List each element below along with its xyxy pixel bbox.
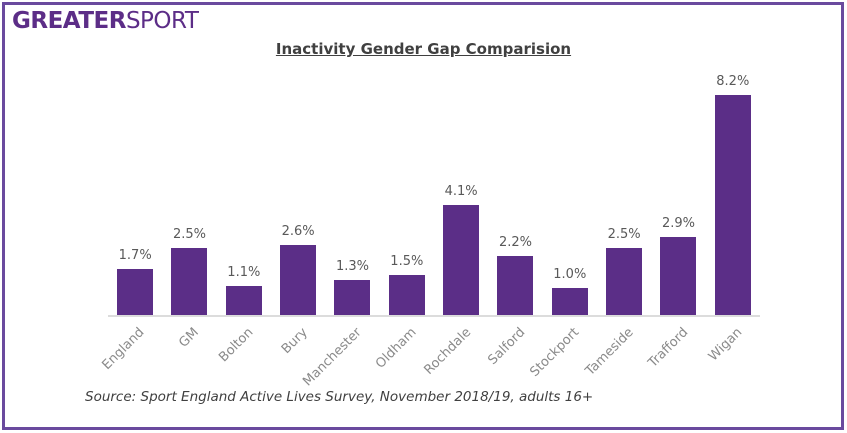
bar-value-label: 2.9%	[661, 216, 695, 231]
category-label-text: Wigan	[706, 325, 746, 365]
bar	[497, 256, 534, 315]
bar	[334, 280, 371, 315]
bar	[225, 286, 262, 315]
bar-value-label: 2.5%	[172, 227, 206, 242]
bar	[388, 275, 425, 315]
chart-title: Inactivity Gender Gap Comparision	[275, 40, 572, 58]
bar	[551, 288, 588, 315]
bar	[280, 245, 317, 315]
bar	[443, 205, 480, 315]
bar	[171, 248, 208, 315]
bar	[606, 248, 643, 315]
bar	[660, 237, 697, 315]
bar-value-label: 2.6%	[281, 224, 315, 239]
bar	[117, 269, 154, 315]
bar-value-label: 1.3%	[335, 259, 369, 274]
bar-value-label: 2.2%	[498, 235, 532, 250]
bar	[714, 95, 751, 315]
category-label: Wigan	[0, 321, 745, 364]
logo-text-bold: GREATER	[12, 8, 126, 34]
bar-value-label: 1.0%	[553, 267, 587, 282]
bar-value-label: 2.5%	[607, 227, 641, 242]
bar-value-label: 4.1%	[444, 184, 478, 199]
bar-value-label: 1.5%	[390, 254, 424, 269]
source-note: Source: Sport England Active Lives Surve…	[85, 389, 594, 405]
logo-text-light: SPORT	[125, 8, 199, 34]
bar-value-label: 1.7%	[118, 248, 152, 263]
bar-value-label: 8.2%	[716, 74, 750, 89]
bar-value-label: 1.1%	[227, 265, 261, 280]
x-axis-line	[108, 315, 760, 317]
greatersport-logo: GREATERSPORT	[12, 8, 199, 34]
